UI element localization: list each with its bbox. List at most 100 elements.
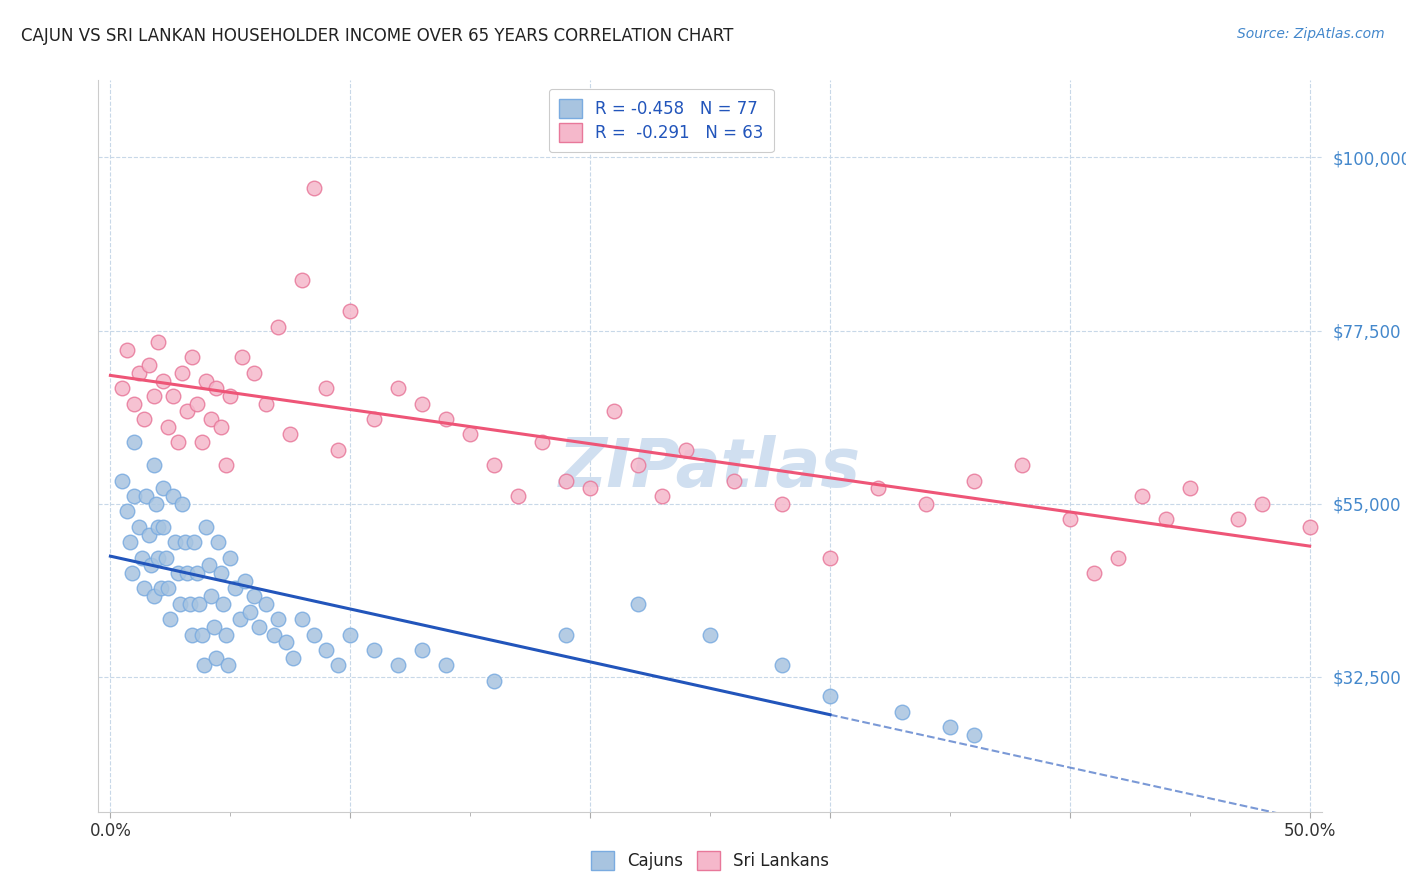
- Point: [363, 412, 385, 426]
- Point: [1154, 512, 1177, 526]
- Point: [214, 627, 236, 641]
- Point: [243, 366, 266, 380]
- Point: [482, 458, 505, 473]
- Point: [159, 612, 181, 626]
- Point: [195, 520, 218, 534]
- Point: [176, 566, 198, 580]
- Point: [387, 658, 409, 673]
- Point: [166, 435, 188, 450]
- Point: [173, 535, 195, 549]
- Point: [165, 535, 187, 549]
- Point: [291, 612, 314, 626]
- Point: [132, 412, 155, 426]
- Point: [229, 612, 252, 626]
- Point: [202, 620, 225, 634]
- Point: [148, 520, 170, 534]
- Point: [219, 389, 242, 403]
- Point: [181, 351, 204, 365]
- Point: [627, 458, 650, 473]
- Point: [281, 650, 304, 665]
- Point: [162, 389, 184, 403]
- Point: [555, 627, 578, 641]
- Point: [124, 397, 146, 411]
- Point: [156, 419, 179, 434]
- Point: [200, 589, 222, 603]
- Point: [156, 582, 179, 596]
- Point: [339, 304, 361, 318]
- Point: [278, 427, 301, 442]
- Point: [603, 404, 626, 418]
- Point: [243, 589, 266, 603]
- Point: [1226, 512, 1249, 526]
- Point: [434, 658, 457, 673]
- Point: [193, 658, 215, 673]
- Point: [263, 627, 285, 641]
- Point: [254, 597, 277, 611]
- Point: [152, 481, 174, 495]
- Point: [205, 650, 228, 665]
- Point: [963, 728, 986, 742]
- Point: [132, 582, 155, 596]
- Point: [169, 597, 191, 611]
- Point: [434, 412, 457, 426]
- Point: [651, 489, 673, 503]
- Point: [267, 319, 290, 334]
- Point: [328, 658, 350, 673]
- Point: [186, 397, 208, 411]
- Point: [304, 627, 326, 641]
- Point: [1011, 458, 1033, 473]
- Point: [675, 442, 697, 457]
- Point: [111, 474, 134, 488]
- Point: [188, 597, 211, 611]
- Point: [155, 550, 177, 565]
- Point: [267, 612, 290, 626]
- Point: [1178, 481, 1201, 495]
- Text: ZIPatlas: ZIPatlas: [560, 435, 860, 501]
- Point: [128, 520, 150, 534]
- Text: Source: ZipAtlas.com: Source: ZipAtlas.com: [1237, 27, 1385, 41]
- Point: [172, 497, 194, 511]
- Point: [207, 535, 229, 549]
- Point: [233, 574, 256, 588]
- Point: [141, 558, 163, 573]
- Point: [111, 381, 134, 395]
- Point: [304, 181, 326, 195]
- Point: [555, 474, 578, 488]
- Point: [1298, 520, 1320, 534]
- Point: [219, 550, 242, 565]
- Point: [118, 535, 141, 549]
- Point: [1250, 497, 1272, 511]
- Point: [217, 658, 239, 673]
- Point: [915, 497, 938, 511]
- Point: [274, 635, 297, 649]
- Point: [138, 527, 160, 541]
- Point: [176, 404, 198, 418]
- Point: [482, 673, 505, 688]
- Point: [770, 658, 793, 673]
- Point: [214, 458, 236, 473]
- Point: [224, 582, 246, 596]
- Point: [148, 550, 170, 565]
- Point: [328, 442, 350, 457]
- Legend: Cajuns, Sri Lankans: Cajuns, Sri Lankans: [583, 844, 837, 877]
- Point: [508, 489, 530, 503]
- Point: [195, 374, 218, 388]
- Point: [190, 627, 212, 641]
- Point: [1107, 550, 1129, 565]
- Point: [411, 397, 433, 411]
- Point: [699, 627, 721, 641]
- Point: [238, 605, 260, 619]
- Point: [315, 643, 337, 657]
- Point: [152, 520, 174, 534]
- Point: [162, 489, 184, 503]
- Point: [890, 705, 912, 719]
- Point: [124, 489, 146, 503]
- Point: [128, 366, 150, 380]
- Point: [411, 643, 433, 657]
- Point: [181, 627, 204, 641]
- Point: [939, 720, 962, 734]
- Point: [197, 558, 219, 573]
- Point: [135, 489, 157, 503]
- Point: [145, 497, 167, 511]
- Point: [179, 597, 201, 611]
